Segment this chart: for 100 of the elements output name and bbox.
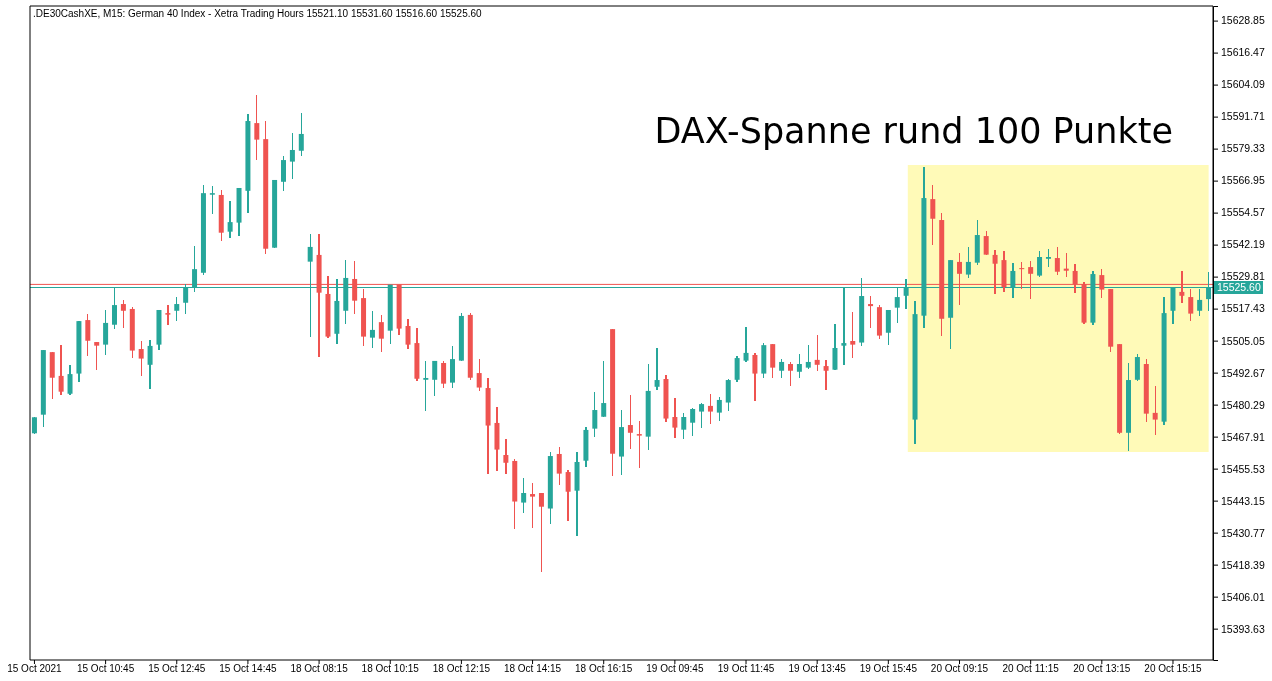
- candlestick: [450, 345, 455, 389]
- candlestick: [965, 246, 971, 279]
- chart-title: .DE30CashXE, M15: German 40 Index - Xetra Trading Hours 15521.10 15531.60 15516.60 15525.60: [33, 8, 483, 19]
- candlestick: [432, 360, 438, 397]
- y-tick-label: 15430.77: [1221, 526, 1265, 539]
- candlestick: [405, 318, 411, 350]
- x-tick-label: 18 Oct 16:15: [575, 663, 633, 674]
- candlestick: [58, 344, 64, 396]
- y-tick-label: 15579.33: [1221, 142, 1265, 155]
- candlestick: [690, 407, 696, 437]
- candlestick: [281, 155, 286, 192]
- candlestick: [530, 482, 536, 529]
- y-tick-label: 15628.85: [1221, 14, 1265, 27]
- y-tick-label: 15443.15: [1221, 494, 1265, 507]
- candlestick: [1063, 252, 1069, 278]
- x-tick-label: 20 Oct 11:15: [1002, 663, 1060, 674]
- candlestick: [120, 299, 126, 329]
- x-tick-label: 20 Oct 13:15: [1073, 663, 1131, 674]
- candlestick: [832, 323, 838, 371]
- y-tick-label: 15554.57: [1221, 206, 1265, 219]
- candlestick: [823, 359, 829, 391]
- x-tick-label: 15 Oct 10:45: [76, 663, 135, 674]
- candlestick: [423, 360, 429, 412]
- y-tick-label: 15418.39: [1221, 558, 1265, 571]
- candlestick: [538, 492, 544, 573]
- annotation: DAX-Spanne rund 100 Punkte: [654, 111, 1173, 151]
- y-tick-label: 15480.29: [1221, 398, 1265, 411]
- y-tick-label: 15492.67: [1221, 366, 1265, 379]
- candlestick: [743, 326, 749, 363]
- candlestick: [1037, 250, 1043, 278]
- candlestick: [654, 347, 660, 391]
- candlestick: [254, 94, 260, 161]
- y-tick-label: 15616.47: [1221, 46, 1265, 59]
- ref-line-label: 15525.60: [1217, 281, 1261, 294]
- y-tick-label: 15604.09: [1221, 78, 1265, 91]
- y-tick-label: 15566.95: [1221, 174, 1265, 187]
- candlestick: [503, 438, 509, 475]
- candlestick: [298, 112, 304, 157]
- candlestick: [699, 402, 705, 429]
- candlestick: [67, 364, 73, 396]
- candlestick: [885, 309, 891, 346]
- x-tick-label: 18 Oct 12:15: [432, 663, 491, 674]
- x-tick-label: 15 Oct 12:45: [148, 663, 206, 674]
- candlestick: [174, 296, 180, 322]
- candlestick: [476, 358, 482, 392]
- candlestick: [85, 313, 91, 357]
- candlestick: [147, 339, 153, 390]
- candlestick: [165, 304, 171, 326]
- x-tick-label: 15 Oct 14:45: [219, 663, 277, 674]
- x-tick-label: 19 Oct 15:45: [859, 663, 918, 674]
- candlestick: [788, 361, 793, 387]
- candlestick: [868, 295, 874, 329]
- x-tick-label: 20 Oct 15:15: [1144, 663, 1203, 674]
- candlestick: [378, 314, 384, 353]
- candlestick: [636, 420, 642, 469]
- candlestick: [770, 343, 776, 379]
- candlestick: [369, 310, 375, 349]
- candlestick: [725, 378, 731, 412]
- y-tick-label: 15467.91: [1221, 430, 1265, 443]
- candlestick: [289, 132, 295, 180]
- candlestick: [1188, 288, 1194, 322]
- candlestick: [441, 360, 447, 389]
- candlestick: [227, 200, 233, 239]
- candlestick: [734, 355, 740, 383]
- candlestick: [681, 412, 687, 440]
- candlestick: [814, 334, 820, 372]
- x-tick-label: 18 Oct 08:15: [290, 663, 349, 674]
- candlestick: [565, 469, 571, 522]
- y-tick-label: 15393.63: [1221, 622, 1265, 635]
- y-tick-label: 15542.19: [1221, 238, 1265, 251]
- candlestick: [672, 397, 678, 439]
- x-tick-label: 19 Oct 09:45: [646, 663, 704, 674]
- candlestick: [592, 391, 598, 438]
- candlestick: [1054, 246, 1060, 276]
- candlestick: [1152, 385, 1158, 436]
- x-tick-label: 15 Oct 2021: [7, 663, 63, 674]
- x-tick-label: 18 Oct 10:15: [361, 663, 420, 674]
- candlestick: [983, 230, 989, 256]
- candlestick: [779, 358, 785, 379]
- candlestick: [930, 184, 936, 246]
- candlestick: [103, 309, 109, 356]
- y-tick-label: 15505.05: [1221, 334, 1265, 347]
- candlestick: [556, 446, 562, 486]
- candlestick: [716, 396, 722, 422]
- y-tick-label: 15406.01: [1221, 590, 1265, 603]
- candlestick: [1134, 353, 1140, 382]
- candlestick: [601, 360, 607, 418]
- candlestick: [627, 394, 633, 450]
- candlestick: [805, 344, 811, 370]
- candlestick: [796, 353, 802, 379]
- candlestick: [850, 311, 856, 359]
- candlestick: [138, 340, 144, 377]
- candlestick: [521, 477, 527, 514]
- y-tick-label: 15591.71: [1221, 110, 1265, 123]
- candlestick: [752, 352, 758, 402]
- x-tick-label: 19 Oct 13:45: [788, 663, 847, 674]
- y-tick-label: 15529.81: [1221, 270, 1265, 283]
- y-tick-label: 15455.53: [1221, 462, 1265, 475]
- candlestick: [209, 185, 215, 215]
- candlestick: [707, 393, 713, 425]
